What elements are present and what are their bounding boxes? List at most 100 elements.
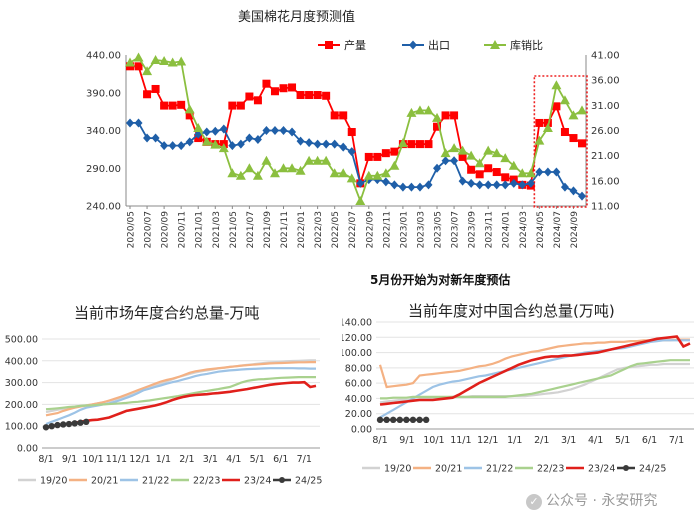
x-tick-label: 2020/07 (144, 211, 154, 248)
data-point (441, 111, 450, 120)
x-tick-label: 2023/05 (434, 211, 444, 248)
data-point (380, 168, 391, 178)
data-point (193, 122, 204, 132)
data-point (407, 140, 416, 149)
x-tick-label: 2022/09 (365, 211, 375, 249)
data-point (261, 155, 272, 165)
chart-title: 美国棉花月度预测值 (238, 10, 356, 25)
series-23-24 (379, 335, 691, 406)
data-point (526, 178, 535, 188)
data-point (262, 79, 271, 88)
data-point (77, 419, 84, 426)
data-point (491, 148, 502, 158)
data-point (338, 168, 349, 178)
watermark-text: 公众号 · 永安研究 (546, 493, 658, 509)
data-point (398, 182, 407, 192)
data-point (330, 139, 339, 149)
series-24-25 (376, 416, 430, 424)
data-point (390, 147, 399, 156)
data-point (466, 150, 477, 160)
data-point (440, 148, 451, 158)
data-point (126, 118, 134, 128)
series-20-21 (378, 338, 690, 389)
data-point (244, 163, 255, 173)
y-right-tick-label: 11.00 (591, 202, 620, 213)
data-point (54, 421, 61, 429)
x-tick-label: 12/1 (477, 435, 498, 446)
data-point (143, 90, 152, 99)
y-right-tick-label: 41.00 (591, 51, 620, 62)
data-point (219, 124, 228, 134)
market-contract-total-chart: 当前市场年度合约总量-万吨 0.00 100.00 200.00 300.00 400.… (0, 292, 330, 512)
data-point (210, 139, 221, 149)
data-point (60, 421, 67, 428)
data-point (218, 143, 229, 153)
series-24-25 (42, 418, 90, 431)
data-point (543, 118, 552, 127)
highlight-box (533, 75, 588, 208)
series-23-24 (45, 380, 317, 430)
data-point (295, 165, 306, 175)
x-tick-label: 2024/03 (519, 211, 529, 248)
data-point (83, 418, 90, 426)
y-right-tick-label: 26.00 (591, 126, 620, 137)
data-point (168, 101, 177, 110)
data-point (433, 163, 442, 173)
series-19-20 (379, 362, 690, 404)
series-line (45, 380, 317, 430)
data-point (278, 163, 289, 173)
data-point (457, 145, 468, 155)
x-tick-label: 2023/03 (416, 211, 426, 248)
data-point (376, 416, 384, 424)
x-tick-label: 12/1 (129, 454, 150, 465)
data-point (134, 118, 143, 128)
x-tick-label: 7/1 (669, 435, 684, 446)
y-tick-label: 300.00 (5, 378, 38, 389)
data-point (347, 128, 356, 137)
data-point (372, 170, 383, 180)
data-point (467, 165, 476, 174)
data-point (159, 56, 170, 66)
series-line (379, 339, 690, 419)
series-3 (125, 52, 587, 205)
y-right-tick-label: 21.00 (591, 151, 620, 162)
us-cotton-monthly-forecast-chart: 美国棉花月度预测值 240.00 290.00 340.00 390.00 440.00… (86, 10, 620, 287)
data-point (569, 186, 578, 196)
data-point (339, 142, 348, 152)
data-point (449, 143, 460, 153)
data-point (552, 102, 561, 111)
data-point (508, 160, 519, 170)
data-point (168, 141, 177, 151)
series-22-23 (380, 359, 690, 400)
y-right-tick-label: 16.00 (591, 176, 620, 187)
data-point (142, 66, 153, 76)
data-point (500, 153, 511, 163)
x-tick-label: 2021/11 (280, 211, 290, 248)
legend-marker (409, 40, 417, 50)
series-line (378, 338, 690, 389)
x-tick-label: 2021/01 (195, 211, 205, 248)
data-point (313, 91, 322, 100)
data-point (346, 173, 357, 183)
y-tick-label: 100.00 (5, 422, 38, 433)
data-point (389, 416, 397, 424)
data-point (151, 84, 160, 93)
data-point (433, 122, 442, 131)
x-tick-label: 2023/01 (399, 211, 409, 248)
data-point (269, 168, 280, 178)
data-point (313, 139, 322, 149)
data-point (397, 138, 408, 148)
data-point (253, 135, 262, 145)
data-point (501, 173, 510, 182)
legend-label: 20/21 (91, 476, 118, 487)
x-tick-label: 2022/01 (297, 211, 307, 248)
data-point (534, 135, 545, 145)
data-point (227, 168, 238, 178)
data-point (347, 147, 356, 157)
x-tick-label: 2022/11 (382, 211, 392, 248)
legend-marker (490, 40, 500, 49)
data-point (383, 416, 390, 424)
data-point (177, 141, 186, 151)
x-tick-label: 8/1 (372, 435, 387, 446)
data-point (467, 178, 476, 188)
